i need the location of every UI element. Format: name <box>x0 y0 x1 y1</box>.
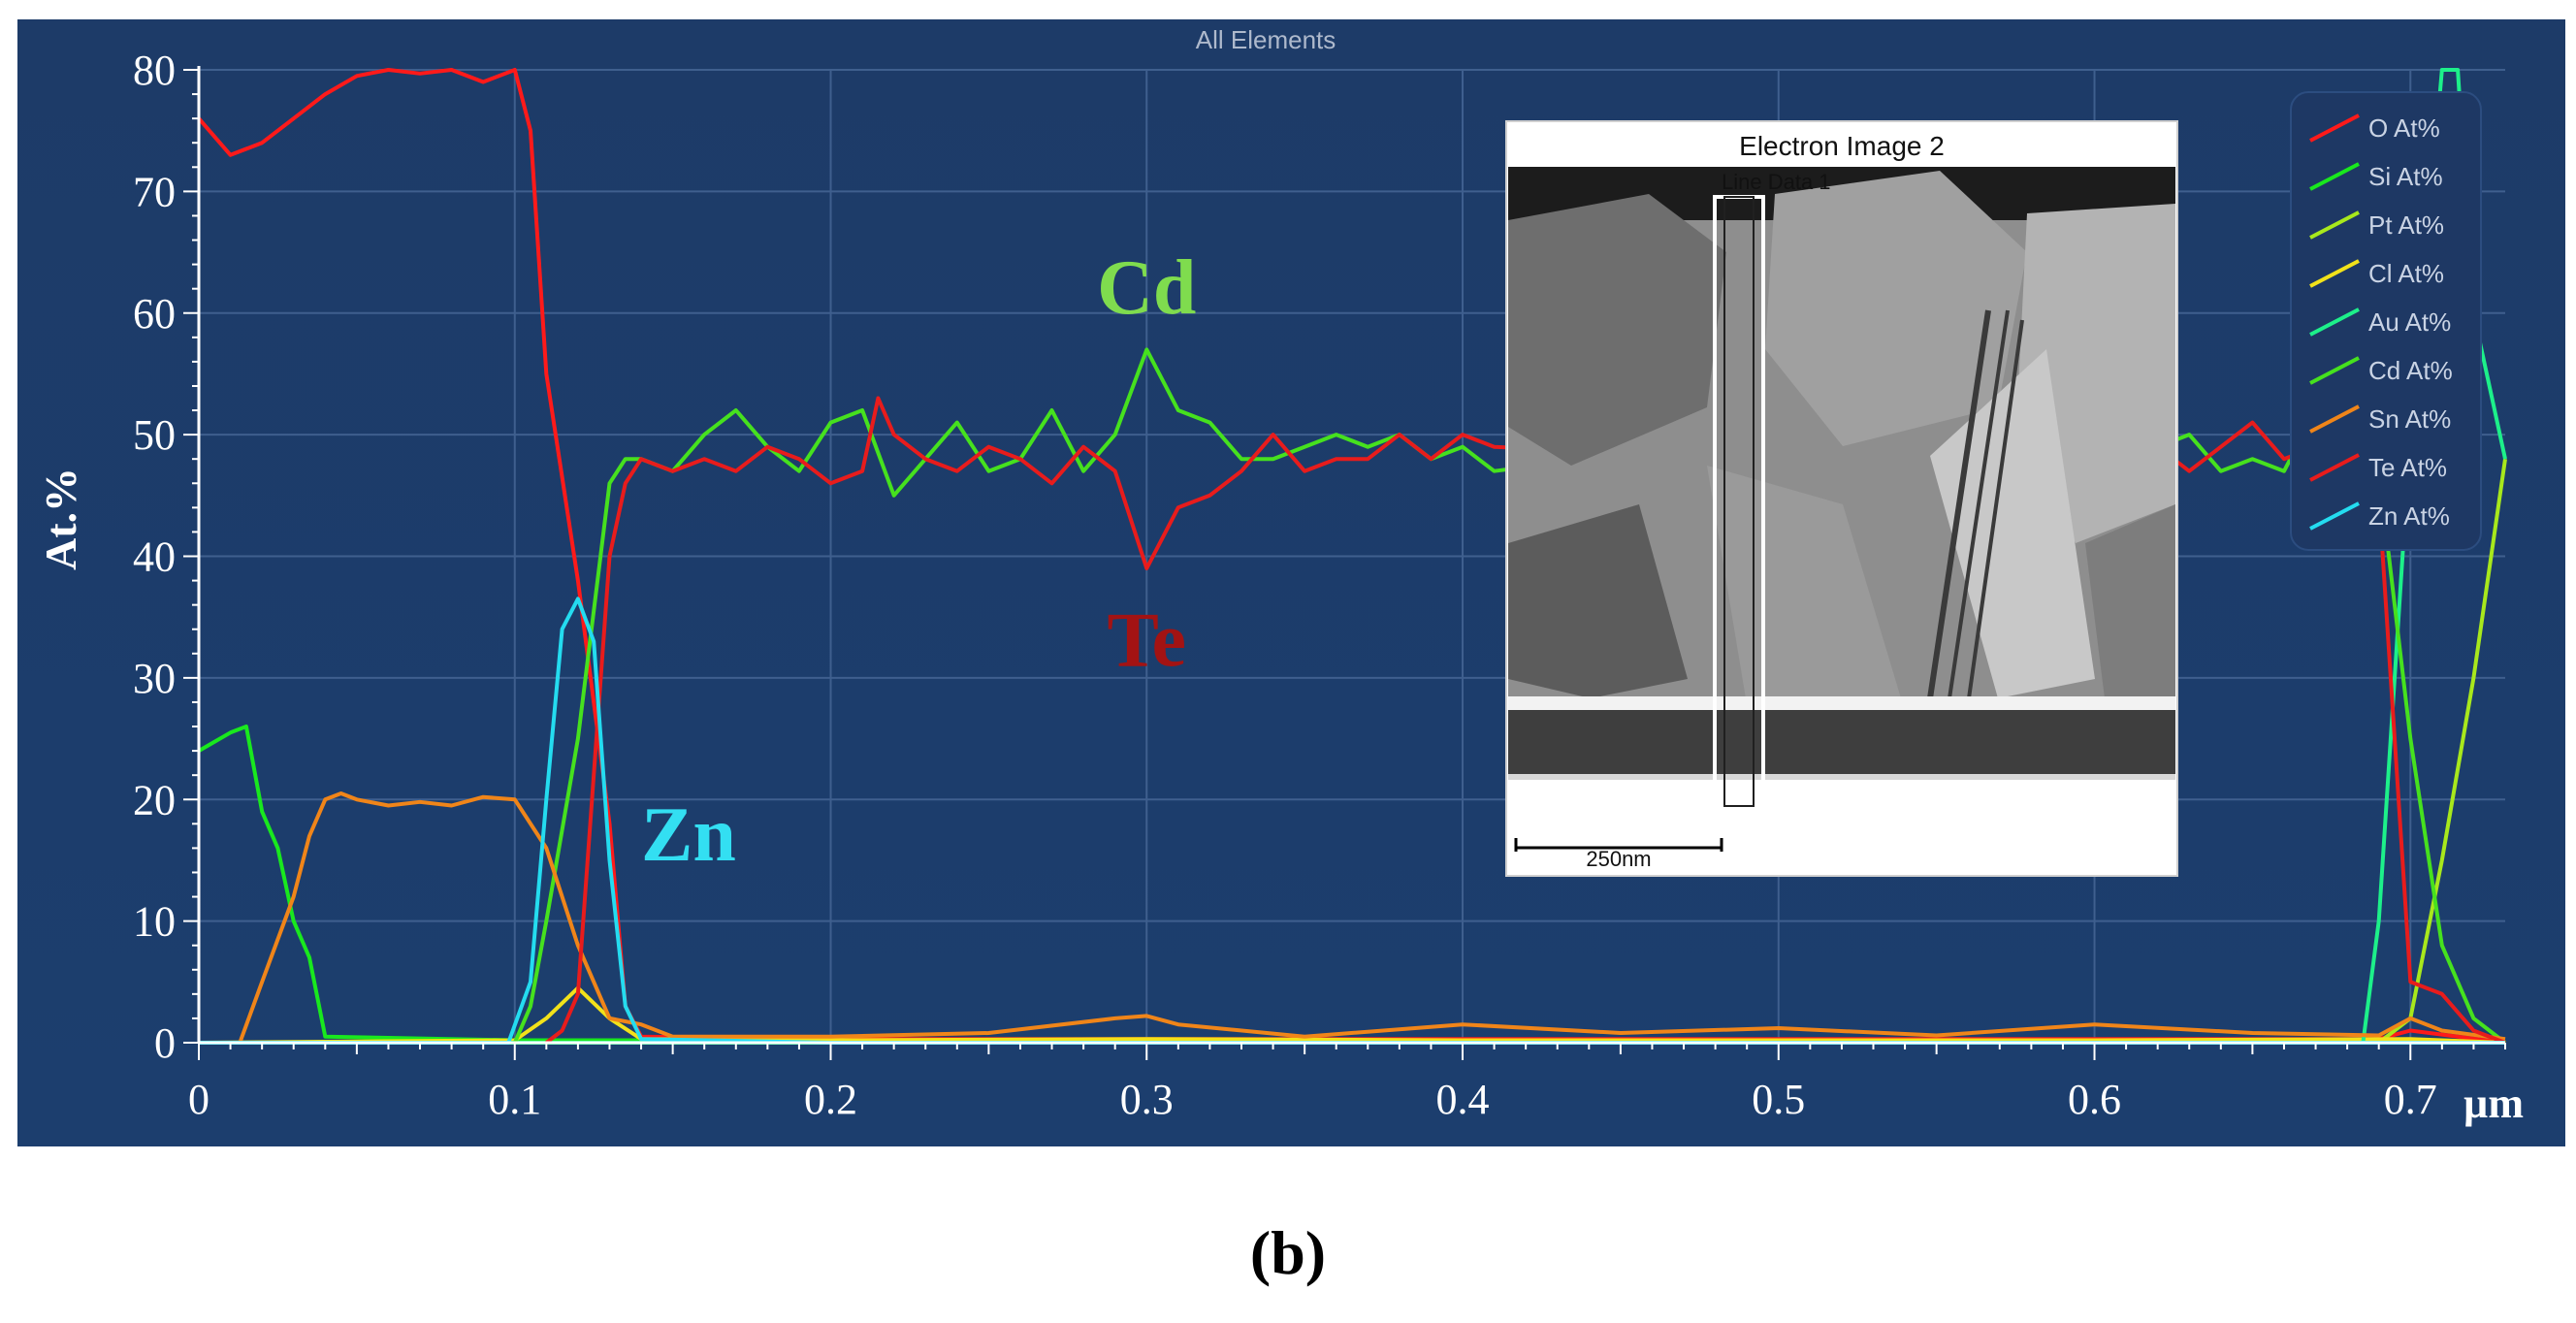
line-scan-box-inner <box>1723 196 1755 807</box>
legend-label-o-at: O At% <box>2368 113 2440 143</box>
y-axis-label: At.% <box>36 468 85 570</box>
x-tick-label: 0.5 <box>1752 1076 1805 1123</box>
y-tick-label: 60 <box>133 290 176 338</box>
series-line-zn-at <box>199 597 2505 1045</box>
legend-swatch-pt-at <box>2309 210 2360 240</box>
legend-box <box>2290 91 2482 551</box>
inset-title: Electron Image 2 <box>1739 131 1945 161</box>
y-tick-label: 40 <box>133 533 176 581</box>
y-tick-label: 0 <box>154 1019 176 1067</box>
y-tick-label: 10 <box>133 898 176 946</box>
tem-bright-band <box>1508 696 2175 710</box>
tem-grain-6 <box>1707 466 1901 698</box>
y-tick-label: 30 <box>133 655 176 702</box>
annotation-te: Te <box>1107 597 1186 683</box>
annotations: Cd Te Zn <box>641 245 1196 878</box>
legend-swatch-au-at <box>2309 307 2360 337</box>
plot-background <box>17 19 2565 1146</box>
legend: O At% Si At% Pt At% Cl At% Au At% Cd At% Sn At… <box>2290 91 2482 551</box>
legend-label-pt-at: Pt At% <box>2368 210 2444 240</box>
legend-swatch-cl-at <box>2309 259 2360 288</box>
x-tick-label: 0.1 <box>488 1076 541 1123</box>
series-line-sn-at <box>238 791 2506 1044</box>
tick-labels: 0 0.1 0.2 0.3 0.4 0.5 0.6 0.7 0 10 20 30 40 50 60 70 80 <box>133 47 2437 1123</box>
annotation-cd: Cd <box>1097 245 1196 331</box>
tem-stripe-1 <box>1927 309 1991 699</box>
legend-label-cl-at: Cl At% <box>2368 259 2444 288</box>
y-tick-label: 70 <box>133 168 176 215</box>
tem-columnar-layer <box>1508 710 2175 774</box>
x-tick-label: 0.7 <box>2384 1076 2437 1123</box>
legend-label-sn-at: Sn At% <box>2368 404 2451 434</box>
y-tick-label: 80 <box>133 47 176 94</box>
legend-swatch-sn-at <box>2309 404 2360 434</box>
legend-swatch-te-at <box>2309 453 2360 482</box>
series-line-cd-at <box>512 347 2507 1045</box>
series-layer <box>197 68 2507 1045</box>
tem-grain-7 <box>2085 504 2175 698</box>
x-tick-label: 0.3 <box>1120 1076 1174 1123</box>
legend-label-zn-at: Zn At% <box>2368 501 2450 531</box>
y-tick-label: 20 <box>133 776 176 823</box>
legend-label-cd-at: Cd At% <box>2368 356 2453 385</box>
x-axis-unit-label: µm <box>2463 1080 2524 1127</box>
legend-label-te-at: Te At% <box>2368 453 2447 482</box>
legend-swatch-zn-at <box>2309 501 2360 531</box>
tem-grain-1 <box>1508 194 1726 466</box>
series-line-cl-at <box>198 985 2506 1045</box>
tem-grain-2 <box>1765 171 2027 446</box>
axes <box>183 66 2506 1060</box>
tem-substrate <box>1508 774 2175 780</box>
tem-grain-5 <box>1508 504 1688 698</box>
chart-title: All Elements <box>1196 25 1336 54</box>
legend-label-si-at: Si At% <box>2368 162 2443 191</box>
figure-caption: (b) <box>1249 1218 1327 1287</box>
legend-label-au-at: Au At% <box>2368 307 2451 337</box>
x-tick-label: 0.6 <box>2068 1076 2121 1123</box>
x-tick-label: 0 <box>188 1076 209 1123</box>
x-tick-label: 0.4 <box>1436 1076 1490 1123</box>
x-tick-label: 0.2 <box>804 1076 857 1123</box>
electron-image-inset: Electron Image 2 Line Data 1 250nm <box>1505 120 2178 877</box>
annotation-zn: Zn <box>641 792 736 878</box>
y-tick-label: 50 <box>133 411 176 459</box>
series-line-te-at <box>545 396 2506 1045</box>
scale-bar-label: 250nm <box>1586 847 1651 871</box>
inset-line-label: Line Data 1 <box>1722 170 1831 194</box>
legend-swatch-cd-at <box>2309 356 2360 385</box>
legend-swatch-si-at <box>2309 162 2360 191</box>
tem-stripe-2 <box>1948 309 2010 699</box>
tem-stripe-3 <box>1967 319 2024 699</box>
legend-swatch-o-at <box>2309 113 2360 143</box>
